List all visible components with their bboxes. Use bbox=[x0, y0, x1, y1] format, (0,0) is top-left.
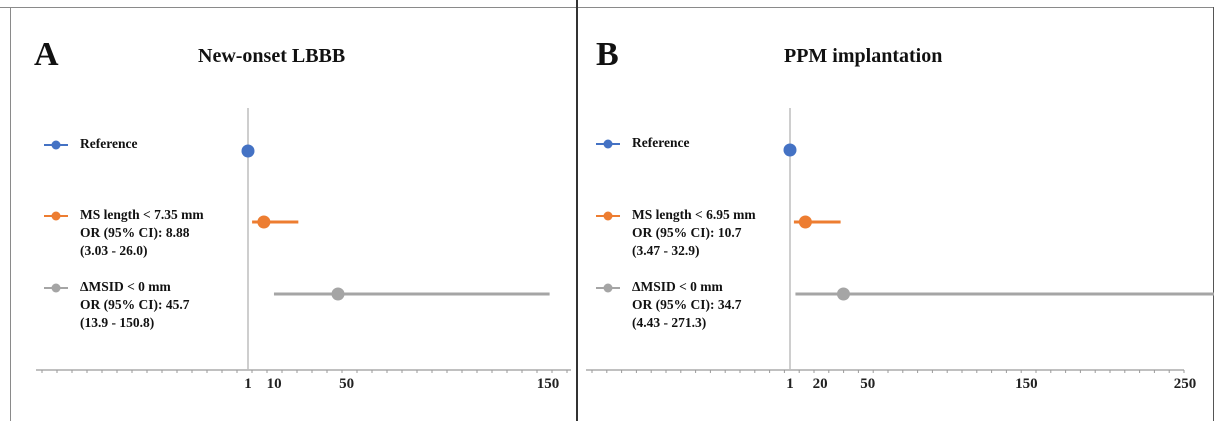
panel-divider bbox=[576, 0, 578, 421]
panel-letter: B bbox=[596, 36, 619, 73]
series-name: MS length < 7.35 mm bbox=[80, 207, 204, 222]
legend-marker-dot bbox=[51, 211, 61, 221]
legend-marker-dot bbox=[603, 139, 613, 149]
series-stat: OR (95% CI): 45.7 bbox=[80, 297, 190, 312]
series-name: Reference bbox=[80, 136, 138, 151]
series-label: Reference bbox=[632, 134, 689, 152]
series-stat: OR (95% CI): 34.7 bbox=[632, 297, 742, 312]
series-name: ΔMSID < 0 mm bbox=[632, 279, 723, 294]
series-label: MS length < 6.95 mm OR (95% CI): 10.7 (3.4… bbox=[632, 206, 756, 260]
panel-letter: A bbox=[34, 36, 59, 73]
series-name: MS length < 6.95 mm bbox=[632, 207, 756, 222]
x-tick-label: 150 bbox=[1015, 376, 1038, 392]
x-tick-label: 1 bbox=[244, 376, 252, 392]
series-label: ΔMSID < 0 mm OR (95% CI): 34.7 (4.43 - 271… bbox=[632, 278, 742, 332]
series-stat: (4.43 - 271.3) bbox=[632, 315, 707, 330]
x-tick-label: 10 bbox=[267, 376, 282, 392]
x-tick-label: 150 bbox=[537, 376, 560, 392]
legend-marker-dot bbox=[51, 283, 61, 293]
x-tick-label: 20 bbox=[813, 376, 828, 392]
or-point bbox=[331, 287, 345, 301]
series-stat: OR (95% CI): 10.7 bbox=[632, 225, 742, 240]
legend-marker-dot bbox=[51, 140, 61, 150]
or-point bbox=[241, 144, 255, 158]
panel-title: New-onset LBBB bbox=[198, 45, 346, 67]
x-tick-label: 250 bbox=[1174, 376, 1197, 392]
forest-plot-a: 1 10 50 150 bbox=[36, 108, 571, 392]
series-label: MS length < 7.35 mm OR (95% CI): 8.88 (3.0… bbox=[80, 206, 204, 260]
figure-top-border bbox=[0, 7, 1214, 8]
panel-b: B PPM implantation 1 20 50 150 250 Reference… bbox=[576, 0, 1214, 421]
series-label: Reference bbox=[80, 135, 137, 153]
x-tick-label: 50 bbox=[339, 376, 354, 392]
series-stat: (13.9 - 150.8) bbox=[80, 315, 155, 330]
series-name: Reference bbox=[632, 135, 690, 150]
or-point bbox=[783, 143, 797, 157]
series-stat: (3.47 - 32.9) bbox=[632, 243, 700, 258]
legend-marker-dot bbox=[603, 211, 613, 221]
x-tick-label: 1 bbox=[786, 376, 794, 392]
figure-left-border bbox=[10, 7, 11, 421]
legend-marker-dot bbox=[603, 283, 613, 293]
x-tick-label: 50 bbox=[860, 376, 875, 392]
forest-plot-b: 1 20 50 150 250 bbox=[586, 108, 1214, 392]
series-name: ΔMSID < 0 mm bbox=[80, 279, 171, 294]
series-stat: (3.03 - 26.0) bbox=[80, 243, 148, 258]
panel-title: PPM implantation bbox=[784, 45, 943, 67]
or-point bbox=[257, 215, 271, 229]
series-label: ΔMSID < 0 mm OR (95% CI): 45.7 (13.9 - 150… bbox=[80, 278, 190, 332]
panel-a: A New-onset LBBB 1 10 50 150 Reference MS le… bbox=[0, 0, 576, 421]
series-stat: OR (95% CI): 8.88 bbox=[80, 225, 190, 240]
or-point bbox=[836, 287, 850, 301]
or-point bbox=[798, 215, 812, 229]
